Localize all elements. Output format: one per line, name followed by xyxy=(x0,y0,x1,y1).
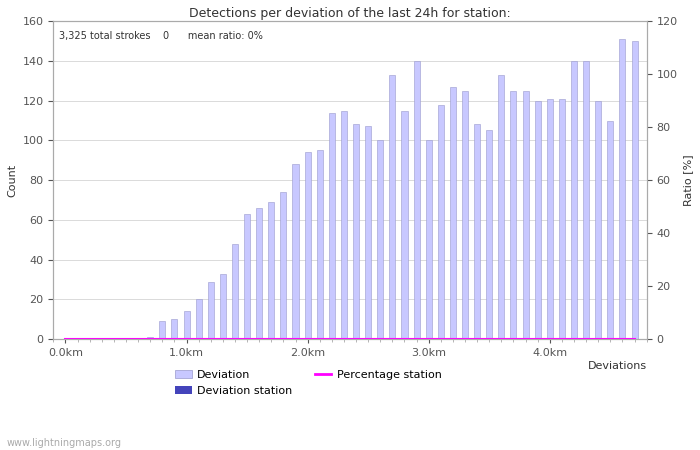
Bar xyxy=(232,244,238,339)
Bar xyxy=(160,321,165,339)
Bar xyxy=(281,192,286,339)
Bar xyxy=(583,61,589,339)
Bar xyxy=(571,61,577,339)
Bar xyxy=(510,91,517,339)
Bar xyxy=(353,125,359,339)
Bar xyxy=(256,208,262,339)
Bar xyxy=(474,125,480,339)
Bar xyxy=(522,91,528,339)
Bar xyxy=(402,111,407,339)
Bar xyxy=(304,153,311,339)
Title: Detections per deviation of the last 24h for station:: Detections per deviation of the last 24h… xyxy=(189,7,511,20)
Bar xyxy=(329,112,335,339)
Y-axis label: Count: Count xyxy=(7,164,17,197)
Bar xyxy=(208,282,213,339)
Bar xyxy=(414,61,419,339)
Bar xyxy=(377,140,384,339)
Bar xyxy=(147,337,153,339)
Bar xyxy=(426,140,432,339)
Bar xyxy=(631,41,638,339)
Bar xyxy=(450,87,456,339)
Bar xyxy=(172,320,178,339)
Bar xyxy=(462,91,468,339)
Bar xyxy=(220,274,226,339)
Bar xyxy=(341,111,347,339)
Bar xyxy=(195,299,202,339)
Y-axis label: Ratio [%]: Ratio [%] xyxy=(683,154,693,206)
Legend: Deviation, Deviation station, Percentage station: Deviation, Deviation station, Percentage… xyxy=(175,370,442,396)
Bar xyxy=(608,121,613,339)
Bar xyxy=(389,75,396,339)
Bar xyxy=(268,202,274,339)
Bar xyxy=(535,101,540,339)
Bar xyxy=(595,101,601,339)
Bar xyxy=(244,214,250,339)
Bar xyxy=(559,99,565,339)
Text: www.lightningmaps.org: www.lightningmaps.org xyxy=(7,438,122,448)
Text: 3,325 total strokes    0      mean ratio: 0%: 3,325 total strokes 0 mean ratio: 0% xyxy=(60,31,263,40)
Text: Deviations: Deviations xyxy=(587,361,647,372)
Bar xyxy=(486,130,492,339)
Bar xyxy=(293,164,298,339)
Bar xyxy=(547,99,553,339)
Bar xyxy=(365,126,371,339)
Bar xyxy=(183,311,190,339)
Bar xyxy=(316,150,323,339)
Bar xyxy=(620,39,626,339)
Bar xyxy=(438,104,444,339)
Bar xyxy=(498,75,505,339)
